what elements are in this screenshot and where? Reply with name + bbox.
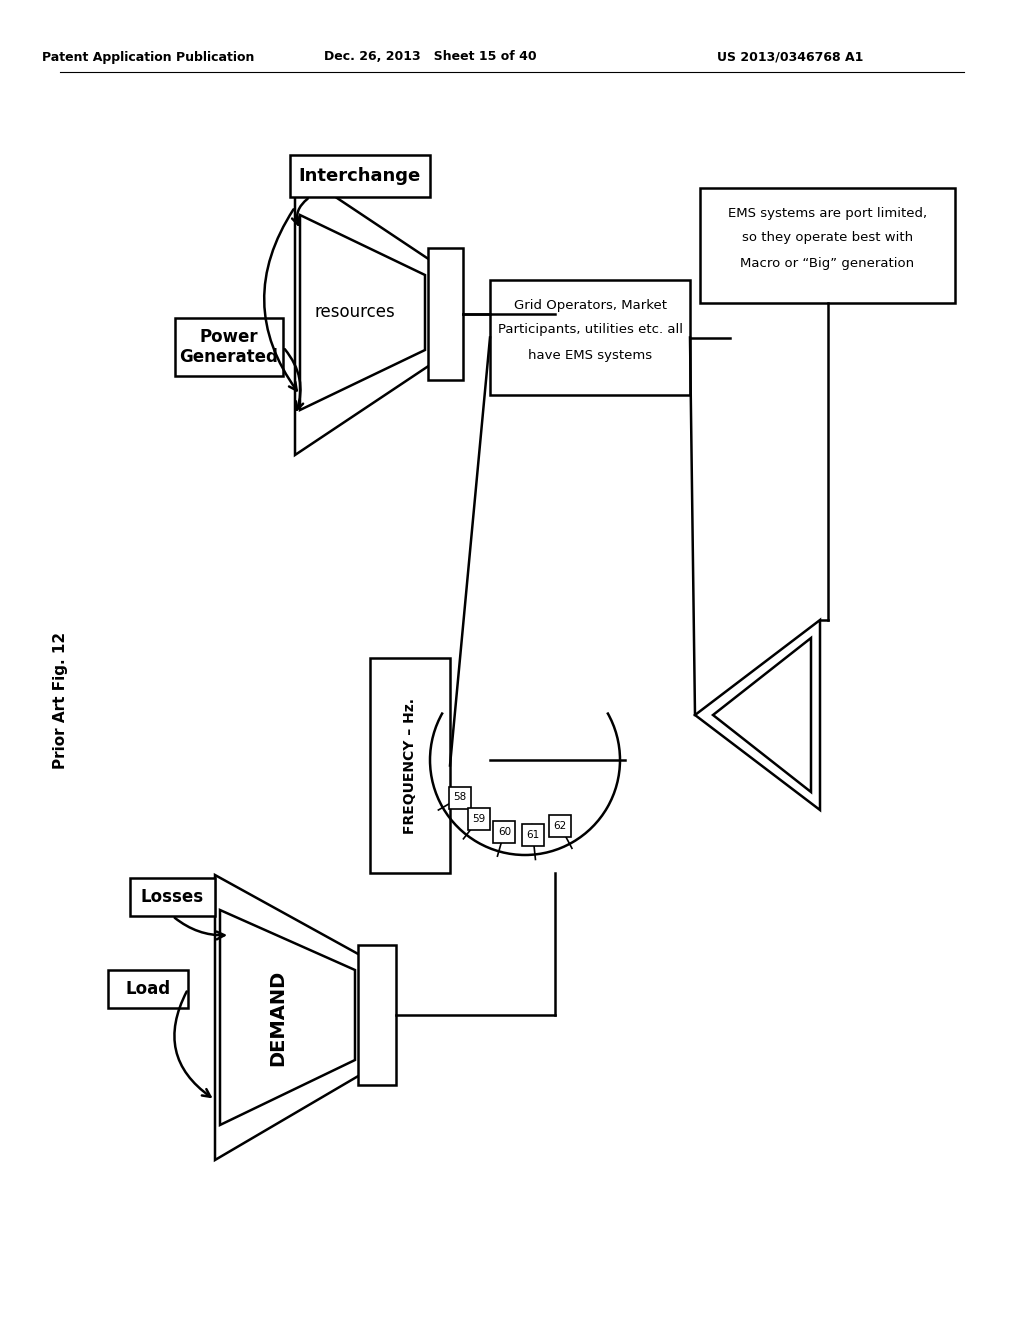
Text: EMS systems are port limited,: EMS systems are port limited, [728,206,927,219]
Text: Participants, utilities etc. all: Participants, utilities etc. all [498,323,683,337]
FancyArrowPatch shape [292,198,308,224]
Text: Dec. 26, 2013   Sheet 15 of 40: Dec. 26, 2013 Sheet 15 of 40 [324,50,537,63]
Bar [700,187,955,304]
Bar [468,808,489,830]
Polygon shape [215,875,360,1160]
Text: 62: 62 [554,821,567,832]
Bar [358,945,396,1085]
Text: 60: 60 [498,828,511,837]
Bar [175,318,283,376]
Bar [290,154,430,197]
Text: Grid Operators, Market: Grid Operators, Market [513,298,667,312]
Text: 59: 59 [472,814,485,824]
Text: Macro or “Big” generation: Macro or “Big” generation [740,256,914,269]
Text: Load: Load [125,979,171,998]
Bar [490,280,690,395]
FancyArrowPatch shape [285,348,303,409]
Text: Power: Power [200,327,258,346]
Text: 58: 58 [454,792,467,803]
FancyArrowPatch shape [264,210,297,391]
Polygon shape [695,620,820,810]
Text: Losses: Losses [141,888,204,906]
Text: US 2013/0346768 A1: US 2013/0346768 A1 [717,50,863,63]
Text: DEMAND: DEMAND [268,969,287,1065]
Bar [522,824,544,846]
Bar [494,821,515,843]
Text: have EMS systems: have EMS systems [528,348,652,362]
Text: Generated: Generated [179,348,279,366]
Text: 61: 61 [526,829,540,840]
Bar [130,878,215,916]
Bar [108,970,188,1008]
Text: FREQUENCY – Hz.: FREQUENCY – Hz. [403,697,417,833]
Polygon shape [300,215,425,411]
Text: so they operate best with: so they operate best with [742,231,913,244]
Bar [450,787,471,808]
Text: resources: resources [314,304,395,321]
Text: Patent Application Publication: Patent Application Publication [42,50,254,63]
Bar [370,657,450,873]
Polygon shape [220,909,355,1125]
FancyArrowPatch shape [174,991,211,1097]
Polygon shape [295,170,430,455]
Bar [428,248,463,380]
Text: Interchange: Interchange [299,168,421,185]
FancyArrowPatch shape [175,917,224,940]
Polygon shape [713,638,811,792]
Bar [549,816,571,837]
Text: Prior Art Fig. 12: Prior Art Fig. 12 [52,631,68,768]
